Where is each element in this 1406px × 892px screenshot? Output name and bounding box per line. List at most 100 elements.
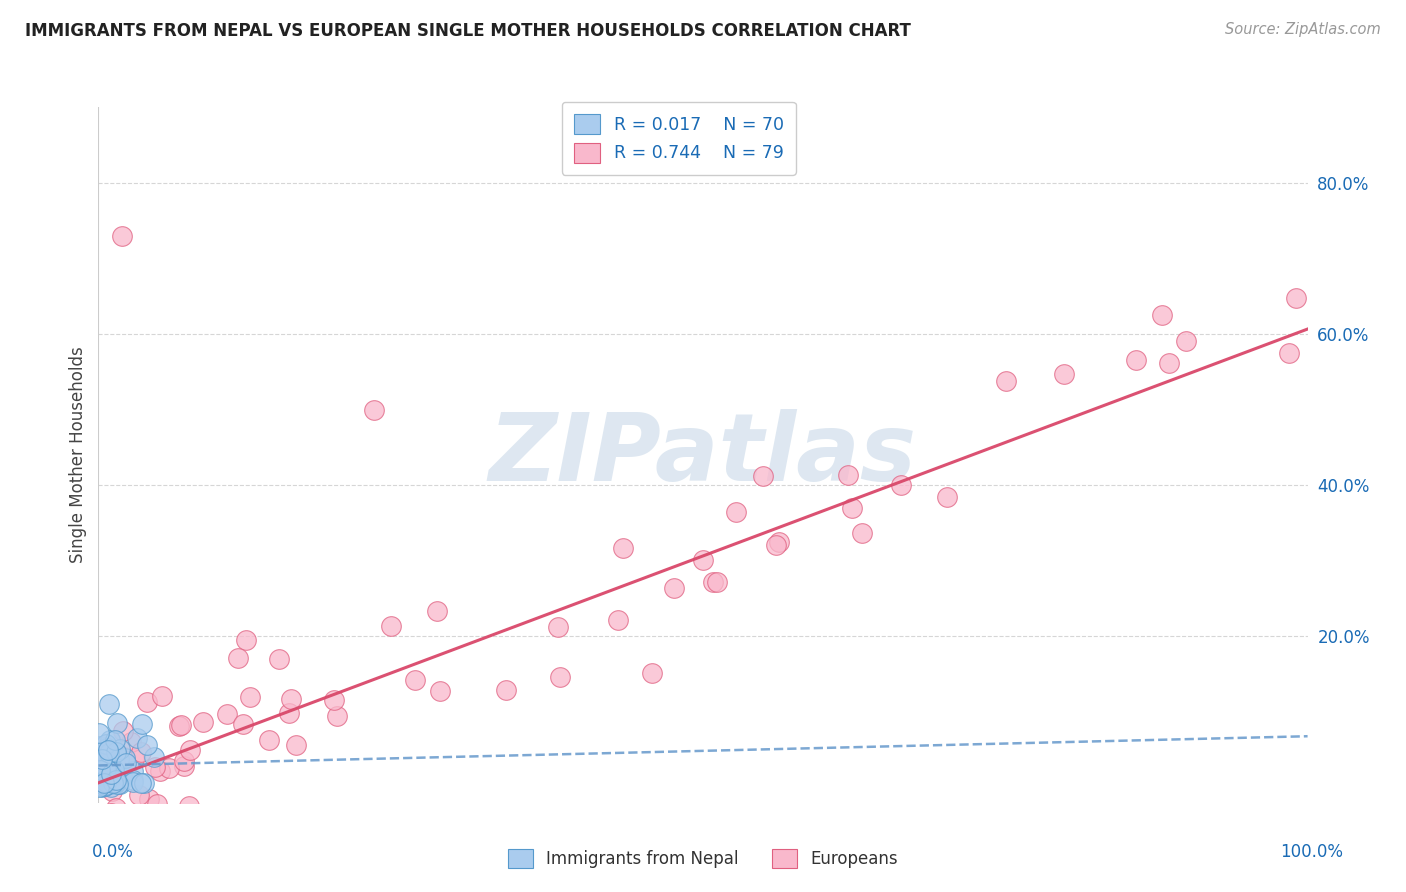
Point [90, 779, 112, 793]
Point [495, 682, 517, 697]
Point [114, 751, 136, 765]
Point [177, 799, 200, 814]
Point [1174, 334, 1197, 348]
Point [98, 746, 121, 760]
Point [100, 767, 122, 781]
Text: 0.0%: 0.0% [91, 843, 134, 861]
Point [98, 697, 121, 711]
Point [142, 750, 165, 764]
Point [606, 613, 628, 627]
Point [295, 815, 318, 830]
Point [98, 733, 121, 747]
Point [96, 761, 118, 775]
Point [122, 773, 145, 788]
Point [97, 771, 120, 785]
Point [97, 772, 120, 787]
Point [150, 689, 173, 703]
Point [129, 745, 152, 759]
Point [146, 797, 169, 811]
Point [547, 620, 569, 634]
Point [97, 777, 120, 791]
Point [995, 374, 1018, 388]
Point [380, 619, 402, 633]
Point [91, 768, 114, 782]
Point [136, 739, 159, 753]
Point [1152, 308, 1174, 322]
Point [94, 760, 117, 774]
Point [87, 780, 110, 794]
Point [87, 755, 110, 769]
Point [105, 744, 128, 758]
Point [94, 742, 117, 756]
Point [752, 469, 775, 483]
Point [100, 805, 122, 820]
Point [706, 575, 728, 590]
Point [143, 760, 166, 774]
Legend: R = 0.017    N = 70, R = 0.744    N = 79: R = 0.017 N = 70, R = 0.744 N = 79 [562, 102, 796, 175]
Point [837, 467, 859, 482]
Point [129, 776, 152, 790]
Point [97, 743, 120, 757]
Point [725, 505, 748, 519]
Point [1157, 356, 1180, 370]
Text: IMMIGRANTS FROM NEPAL VS EUROPEAN SINGLE MOTHER HOUSEHOLDS CORRELATION CHART: IMMIGRANTS FROM NEPAL VS EUROPEAN SINGLE… [25, 22, 911, 40]
Point [91, 772, 114, 786]
Point [702, 574, 724, 589]
Point [107, 752, 129, 766]
Point [97, 768, 120, 782]
Point [641, 666, 664, 681]
Point [96, 766, 118, 780]
Point [193, 714, 215, 729]
Point [131, 717, 153, 731]
Point [97, 756, 120, 771]
Point [851, 525, 873, 540]
Point [890, 478, 912, 492]
Point [89, 739, 111, 753]
Point [1278, 346, 1301, 360]
Point [96, 737, 118, 751]
Point [94, 767, 117, 781]
Point [101, 836, 124, 850]
Point [149, 764, 172, 778]
Point [105, 766, 128, 780]
Point [170, 717, 193, 731]
Point [1053, 367, 1076, 381]
Point [110, 777, 132, 791]
Point [104, 773, 127, 788]
Point [100, 744, 122, 758]
Point [94, 759, 117, 773]
Point [232, 716, 254, 731]
Point [100, 773, 122, 788]
Point [93, 780, 115, 794]
Point [165, 848, 187, 863]
Point [96, 772, 118, 787]
Point [93, 775, 115, 789]
Point [768, 535, 790, 549]
Point [257, 733, 280, 747]
Point [111, 768, 134, 782]
Point [107, 777, 129, 791]
Point [841, 500, 863, 515]
Point [477, 811, 499, 825]
Point [122, 764, 145, 778]
Point [167, 719, 190, 733]
Point [128, 788, 150, 802]
Point [112, 723, 135, 738]
Point [269, 652, 291, 666]
Point [90, 756, 112, 771]
Point [101, 784, 124, 798]
Point [183, 819, 205, 833]
Point [322, 693, 344, 707]
Point [93, 745, 115, 759]
Point [93, 748, 115, 763]
Point [1285, 291, 1308, 305]
Point [692, 552, 714, 566]
Point [103, 848, 125, 863]
Point [104, 733, 127, 747]
Point [122, 806, 145, 821]
Point [89, 764, 111, 778]
Point [567, 826, 589, 840]
Point [94, 778, 117, 792]
Point [138, 792, 160, 806]
Point [105, 716, 128, 731]
